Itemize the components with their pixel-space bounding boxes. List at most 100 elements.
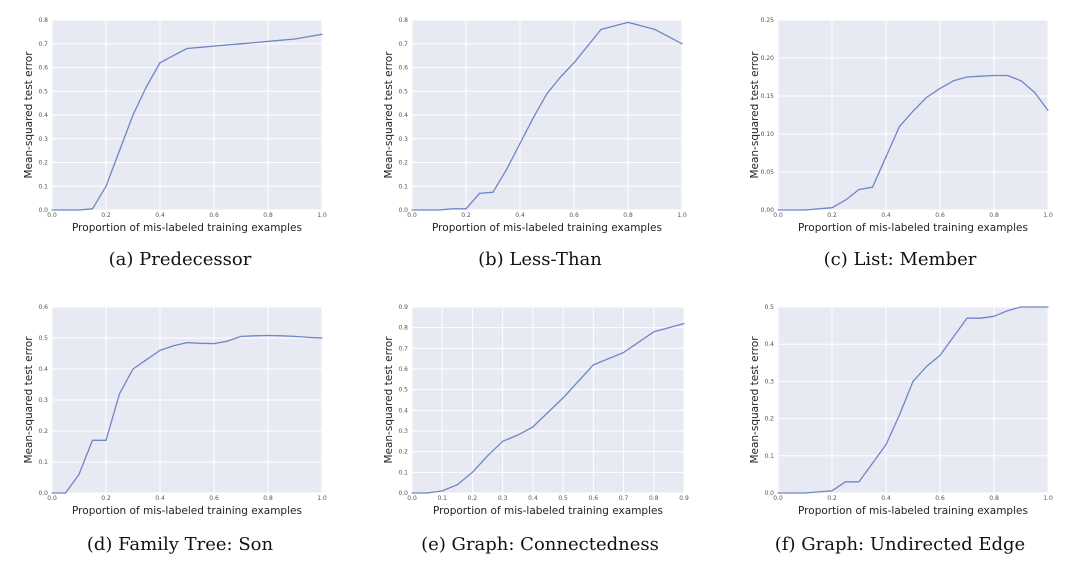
y-tick-label: 0.0 (398, 207, 408, 214)
data-point (78, 209, 80, 211)
data-point (240, 43, 242, 45)
x-tick-label: 0.4 (515, 212, 525, 219)
data-point (885, 156, 887, 158)
y-tick-label: 0.8 (398, 325, 408, 332)
x-tick-label: 0.4 (881, 495, 891, 502)
y-tick-label: 0.4 (398, 112, 408, 119)
y-axis-label: Mean-squared test error (383, 51, 395, 179)
chart-panel-2: 0.0 0.2 0.4 0.6 0.8 1.0 0.00 0.05 0.10 0.15 0.20 0.… (749, 17, 1053, 270)
y-axis-label: Mean-squared test error (749, 51, 761, 179)
data-point (294, 38, 296, 40)
data-point (465, 208, 467, 210)
y-tick-label: 0.20 (761, 55, 775, 62)
data-point (817, 491, 820, 493)
y-tick-label: 0.4 (764, 341, 774, 348)
x-tick-label: 0.2 (827, 212, 837, 219)
x-tick-label: 0.2 (827, 495, 837, 502)
data-point (993, 315, 995, 317)
subfigure-caption: (b) Less-Than (478, 249, 602, 270)
data-point (885, 444, 887, 446)
data-point (267, 334, 269, 337)
x-axis-label: Proportion of mis-labeled training examp… (72, 505, 302, 517)
data-point (844, 199, 847, 201)
y-tick-label: 0.1 (398, 183, 408, 190)
y-tick-label: 0.25 (761, 17, 775, 24)
y-tick-label: 0.0 (38, 490, 48, 497)
plot-area (412, 307, 684, 493)
data-point (952, 80, 955, 82)
data-point (1047, 306, 1049, 308)
data-point (979, 75, 982, 77)
x-axis-label: Proportion of mis-labeled training examp… (798, 222, 1028, 234)
data-point (577, 380, 579, 382)
x-tick-label: 0.2 (468, 495, 478, 502)
data-point (424, 209, 427, 211)
data-point (1006, 310, 1009, 312)
subfigure-caption: (f) Graph: Undirected Edge (775, 534, 1025, 555)
data-point (213, 342, 215, 345)
data-point (172, 345, 175, 347)
y-tick-label: 0.5 (38, 335, 48, 342)
y-tick-label: 0.0 (764, 490, 774, 497)
data-point (226, 44, 229, 46)
y-tick-label: 0.6 (38, 65, 48, 72)
data-point (627, 21, 629, 23)
data-point (532, 426, 534, 428)
data-point (199, 342, 202, 344)
data-point (426, 492, 428, 494)
y-axis-label: Mean-squared test error (749, 336, 761, 464)
data-point (492, 191, 494, 193)
x-tick-label: 0.8 (263, 495, 273, 502)
y-tick-label: 0.2 (398, 160, 408, 167)
subfigure-caption: (e) Graph: Connectedness (421, 534, 659, 555)
data-point (640, 25, 643, 27)
data-point (607, 358, 610, 360)
y-axis-label: Mean-squared test error (23, 51, 35, 179)
x-tick-label: 0.4 (881, 212, 891, 219)
data-point (105, 439, 107, 441)
data-point (519, 142, 521, 145)
data-point (253, 335, 256, 337)
data-point (844, 481, 847, 483)
data-point (91, 439, 94, 441)
data-point (253, 41, 256, 44)
y-tick-label: 0.3 (398, 428, 408, 435)
x-axis-label: Proportion of mis-labeled training examp… (432, 222, 662, 234)
y-tick-label: 0.00 (761, 207, 775, 214)
data-point (456, 484, 458, 486)
x-tick-label: 0.6 (935, 495, 945, 502)
data-point (777, 492, 779, 494)
x-tick-label: 0.5 (558, 495, 568, 502)
data-point (186, 47, 188, 50)
plot-area (778, 20, 1048, 210)
data-point (653, 331, 655, 333)
data-point (600, 28, 602, 31)
plot-area (778, 307, 1048, 493)
x-tick-label: 0.0 (407, 212, 417, 219)
data-point (966, 317, 968, 319)
x-axis-label: Proportion of mis-labeled training examp… (433, 505, 663, 517)
x-tick-label: 0.2 (101, 212, 111, 219)
data-point (307, 336, 310, 338)
data-point (118, 150, 121, 152)
data-point (321, 337, 323, 339)
data-point (280, 335, 283, 337)
data-point (831, 490, 833, 492)
chart-panel-5: 0.0 0.2 0.4 0.6 0.8 1.0 0.0 0.1 0.2 0.3 0.4 0.5 Prop… (749, 304, 1053, 555)
data-point (486, 455, 489, 457)
y-tick-label: 0.2 (38, 160, 48, 167)
data-point (966, 76, 968, 78)
x-tick-label: 0.3 (498, 495, 508, 502)
x-tick-label: 1.0 (1043, 212, 1053, 219)
data-point (1006, 74, 1009, 77)
x-tick-label: 0.6 (935, 212, 945, 219)
y-tick-label: 0.2 (398, 449, 408, 456)
data-point (411, 209, 413, 211)
x-tick-label: 1.0 (317, 495, 327, 502)
data-point (502, 440, 504, 442)
data-point (64, 209, 67, 211)
data-point (471, 471, 474, 473)
data-point (871, 186, 874, 188)
data-point (240, 335, 242, 338)
x-tick-label: 0.0 (47, 495, 57, 502)
